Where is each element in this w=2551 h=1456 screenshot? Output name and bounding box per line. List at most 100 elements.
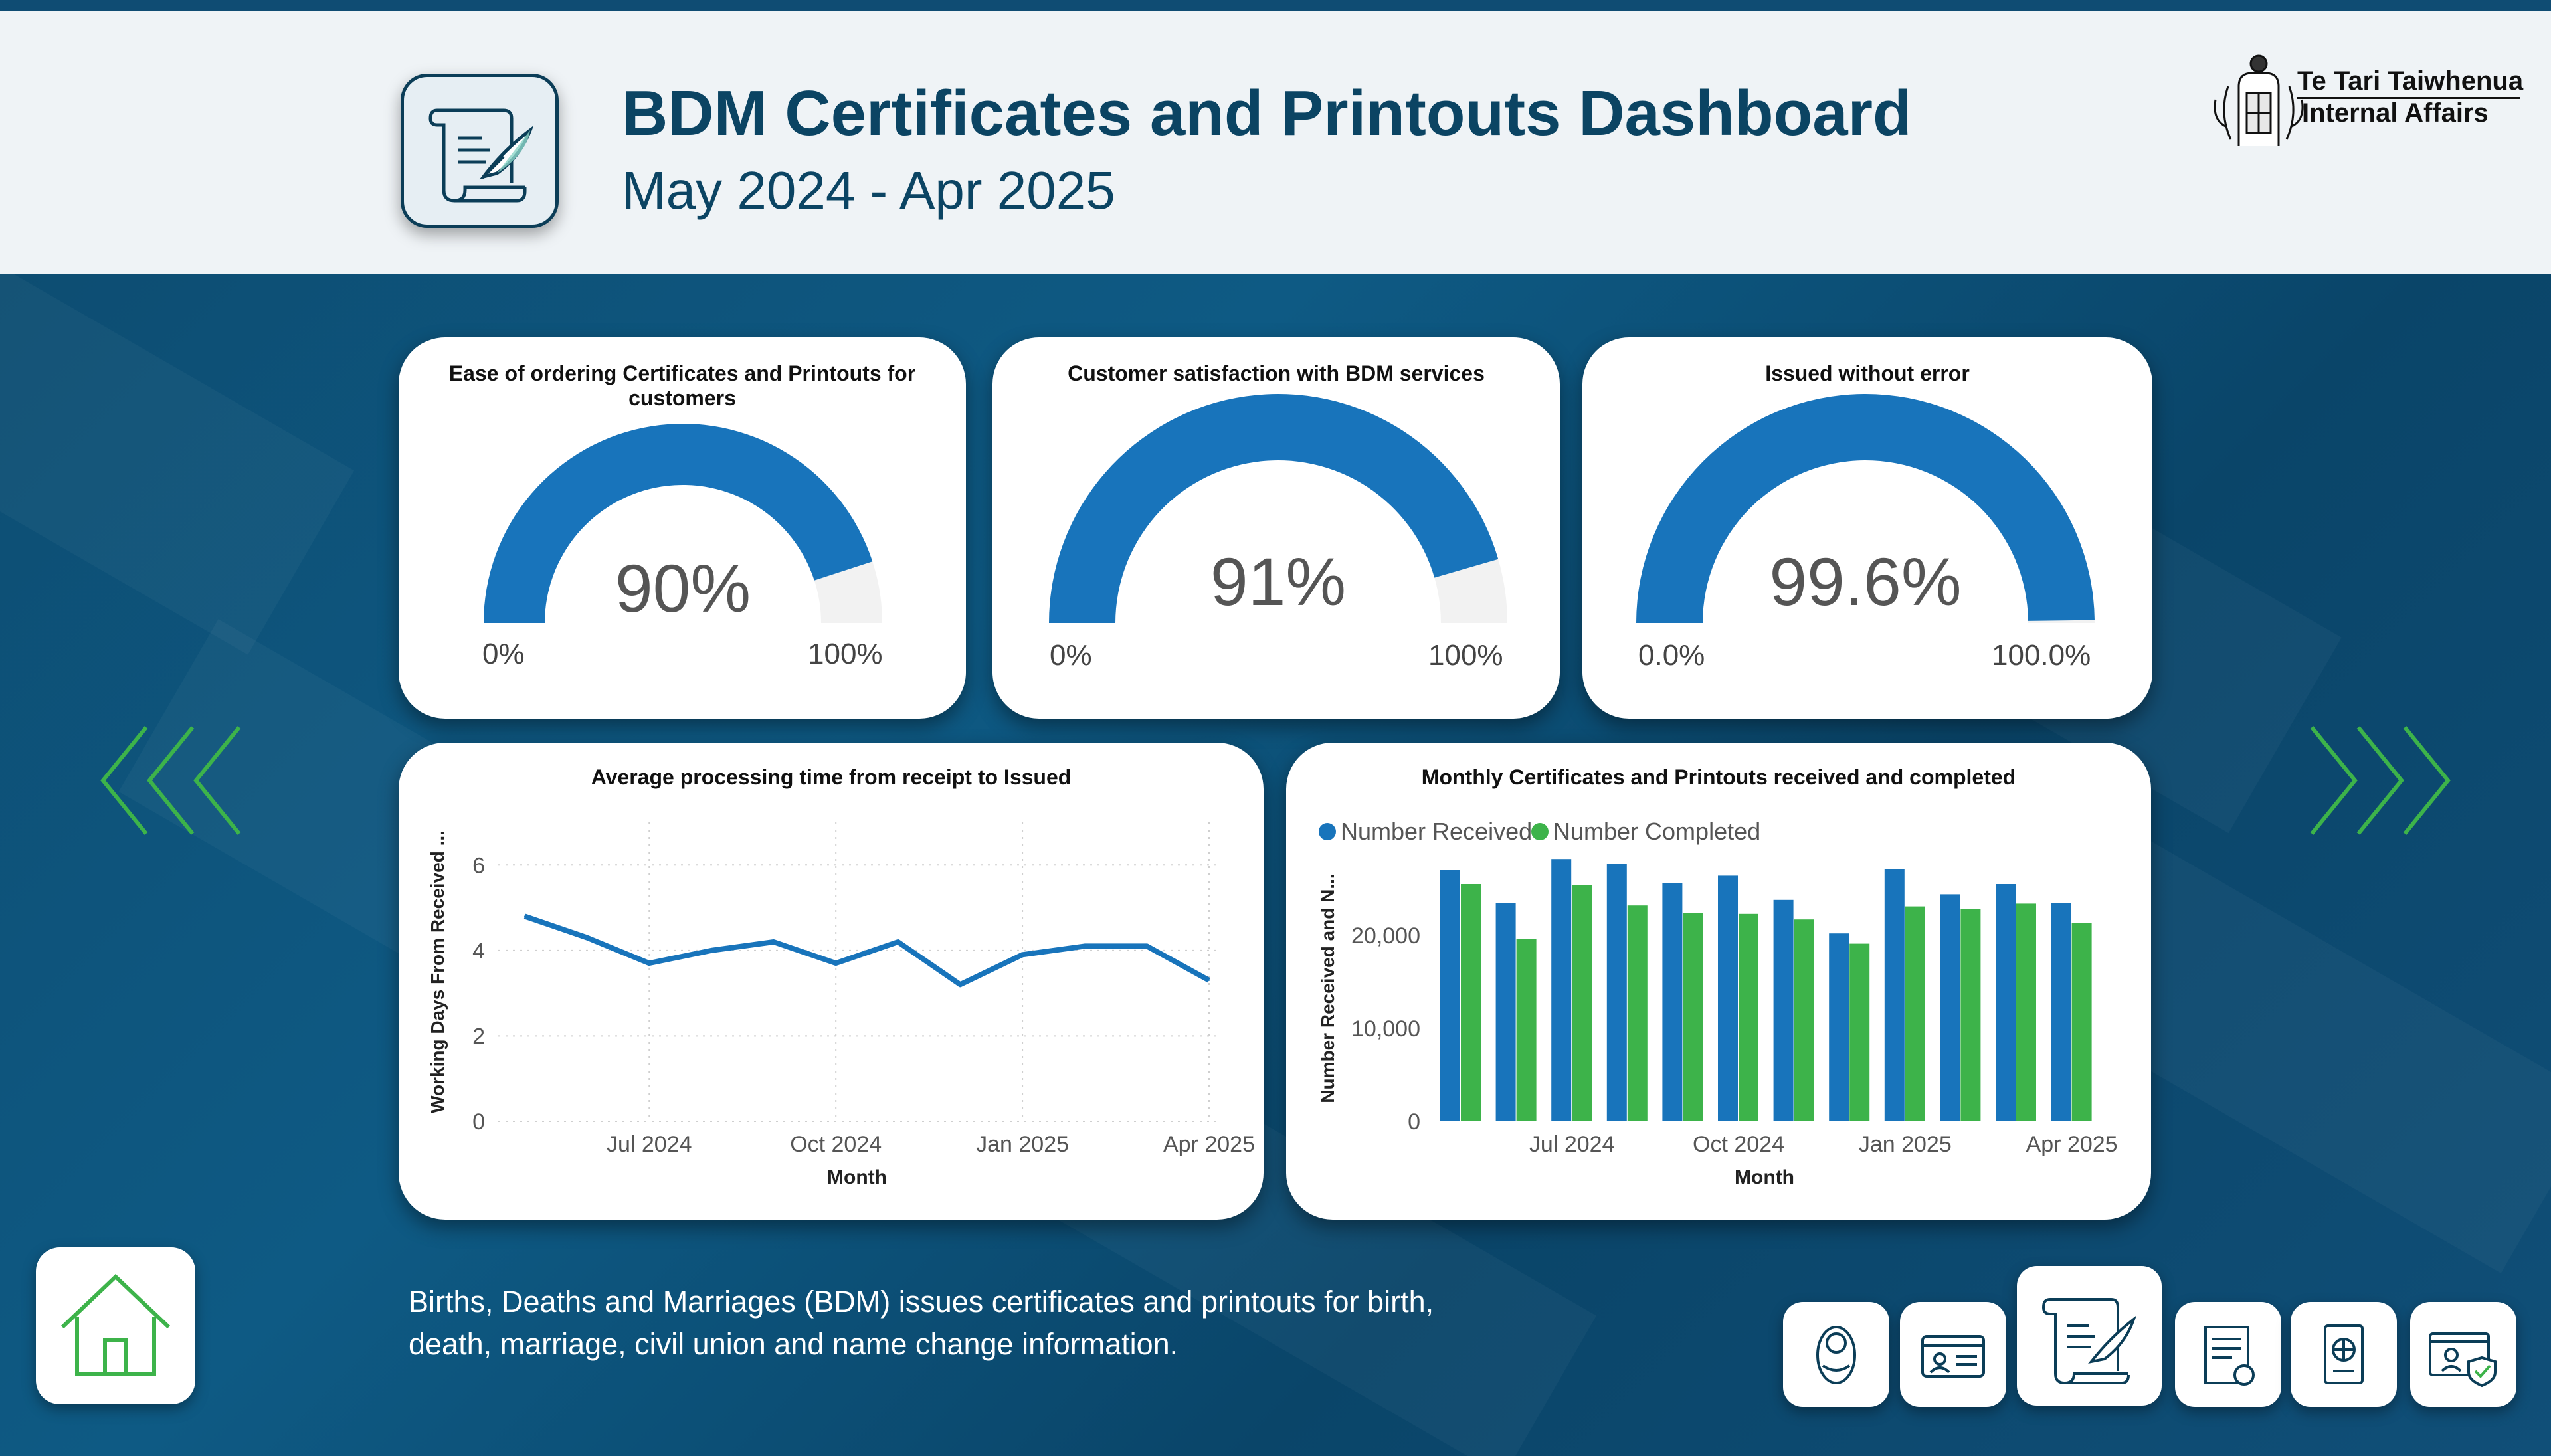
- certificate-scroll-icon: [2041, 1298, 2136, 1384]
- page-subtitle: May 2024 - Apr 2025: [622, 161, 1115, 220]
- x-tick-label: Jan 2025: [1859, 1132, 1952, 1157]
- gauge-fill: [1636, 393, 2095, 623]
- passport-nav-button[interactable]: [2291, 1302, 2397, 1407]
- certificates-nav-button[interactable]: [2017, 1266, 2162, 1406]
- legend-marker: [1531, 823, 1549, 840]
- gauge-min: 0%: [482, 638, 525, 670]
- x-tick-label: Oct 2024: [790, 1132, 882, 1157]
- bar-completed: [1516, 939, 1537, 1121]
- bar-completed: [1572, 885, 1592, 1121]
- x-tick-label: Jul 2024: [1529, 1132, 1615, 1157]
- bar-completed: [1905, 906, 1925, 1121]
- gauge-value: 99.6%: [1769, 544, 1962, 620]
- births-nav-button[interactable]: [1783, 1302, 1889, 1407]
- bar-completed: [1683, 913, 1703, 1121]
- gauge-title: Issued without error: [1765, 361, 1970, 385]
- x-tick-label: Jan 2025: [976, 1132, 1069, 1157]
- gauge-arc: [1636, 393, 2095, 623]
- logo-divider: [2297, 97, 2520, 99]
- gauge-value: 91%: [1210, 544, 1347, 620]
- document-seal-icon: [2204, 1326, 2255, 1386]
- x-tick-label: Apr 2025: [2026, 1132, 2118, 1157]
- online-identity-nav-button[interactable]: [2410, 1302, 2516, 1407]
- x-axis-label: Month: [1735, 1166, 1794, 1188]
- y-tick-label: 10,000: [1351, 1016, 1420, 1042]
- gauge-min: 0%: [1050, 639, 1092, 672]
- bar-received: [1884, 869, 1905, 1121]
- data-point: [1084, 945, 1086, 947]
- bar-received: [1773, 899, 1794, 1121]
- gauge-title: Ease of ordering Certificates and Printo…: [448, 361, 916, 410]
- bar-completed: [1461, 884, 1481, 1121]
- data-point: [773, 941, 775, 943]
- x-axis-label: Month: [827, 1166, 887, 1188]
- data-point: [1208, 979, 1210, 981]
- gauge-card-issued-without-error: Issued without error 99.6% 0.0% 100.0%: [1582, 337, 2152, 719]
- data-point: [710, 949, 712, 951]
- gauge-fill: [484, 424, 873, 623]
- data-point: [835, 962, 837, 964]
- documents-nav-button[interactable]: [2175, 1302, 2281, 1407]
- data-point: [897, 941, 899, 943]
- gauge-max: 100%: [1428, 639, 1503, 672]
- gauge-arc: [484, 424, 882, 623]
- bar-received: [1606, 864, 1627, 1121]
- y-axis-label: Number Received and N...: [1317, 873, 1338, 1103]
- line-chart: 0 2 4 6 Jul 2024 Oct 2024 Jan 2025 Apr 2025 Mont…: [427, 822, 1255, 1188]
- bar-received: [1662, 883, 1683, 1121]
- bar-received: [1495, 903, 1516, 1121]
- passport-icon: [2324, 1324, 2364, 1384]
- data-point: [1022, 954, 1024, 956]
- home-icon: [60, 1273, 171, 1376]
- gauge-value: 90%: [614, 551, 751, 626]
- x-tick-label: Oct 2024: [1693, 1132, 1784, 1157]
- logo-text-english: Internal Affairs: [2302, 98, 2489, 128]
- baby-icon: [1816, 1326, 1856, 1384]
- bar-chart-card: Monthly Certificates and Printouts recei…: [1286, 743, 2151, 1220]
- bar-received: [1996, 884, 2016, 1121]
- bar-received: [1718, 875, 1738, 1121]
- legend-marker: [1319, 823, 1336, 840]
- gauge-min: 0.0%: [1638, 639, 1705, 672]
- id-card-icon: [1921, 1335, 1985, 1378]
- data-point: [959, 984, 961, 986]
- chart-title: Average processing time from receipt to …: [591, 765, 1072, 789]
- line-chart-card: Average processing time from receipt to …: [399, 743, 1264, 1220]
- gauge-max: 100%: [808, 638, 883, 670]
- bar-completed: [1960, 909, 1981, 1121]
- y-tick-label: 20,000: [1351, 923, 1420, 949]
- gauge-title: Customer satisfaction with BDM services: [1068, 361, 1485, 385]
- y-tick-label: 4: [472, 939, 485, 964]
- y-tick-label: 0: [472, 1109, 485, 1135]
- y-tick-label: 6: [472, 853, 485, 878]
- gauge-max: 100.0%: [1992, 639, 2091, 672]
- series-line: [523, 913, 1210, 988]
- y-axis-label: Working Days From Received ...: [427, 830, 448, 1113]
- next-page-arrows-icon[interactable]: [2299, 721, 2458, 840]
- page-title: BDM Certificates and Printouts Dashboard: [622, 78, 1912, 149]
- legend-label: Number Completed: [1553, 818, 1760, 845]
- gauge-arc: [1049, 394, 1507, 623]
- page-description: Births, Deaths and Marriages (BDM) issue…: [409, 1285, 1434, 1361]
- identity-nav-button[interactable]: [1900, 1302, 2006, 1407]
- previous-page-arrows-icon[interactable]: [93, 721, 252, 840]
- data-point: [648, 962, 650, 964]
- x-tick-label: Apr 2025: [1163, 1132, 1255, 1157]
- logo-text-maori: Te Tari Taiwhenua: [2297, 66, 2524, 96]
- bar-completed: [1794, 919, 1814, 1121]
- data-point: [524, 915, 525, 917]
- y-tick-label: 2: [472, 1024, 485, 1049]
- bar-completed: [2016, 903, 2036, 1121]
- bar-completed: [1627, 905, 1648, 1121]
- gauge-fill: [1049, 394, 1499, 623]
- online-identity-icon: [2429, 1332, 2497, 1388]
- header: BDM Certificates and Printouts Dashboard…: [0, 11, 2551, 274]
- bar-received: [1829, 933, 1849, 1121]
- home-button[interactable]: [36, 1247, 195, 1404]
- certificate-scroll-icon: [401, 74, 559, 228]
- x-tick-label: Jul 2024: [607, 1132, 692, 1157]
- bar-received: [1551, 859, 1572, 1121]
- bar-completed: [1849, 943, 1870, 1121]
- data-point: [1146, 945, 1148, 947]
- coat-of-arms-logo: [2214, 54, 2304, 146]
